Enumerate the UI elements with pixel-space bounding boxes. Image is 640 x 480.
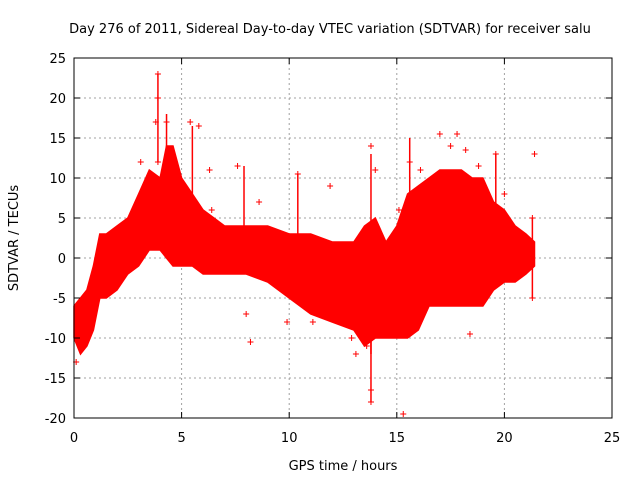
- data-point: [163, 119, 170, 125]
- x-tick-label: 0: [70, 431, 78, 446]
- data-point: [531, 151, 538, 157]
- data-point: [501, 191, 508, 197]
- data-point: [206, 167, 213, 173]
- y-tick-label: 0: [58, 252, 66, 267]
- data-point: [417, 167, 424, 173]
- data-point: [348, 335, 355, 341]
- data-point: [152, 119, 159, 125]
- data-point: [529, 215, 536, 221]
- data-point: [137, 159, 144, 165]
- data-point: [234, 163, 241, 169]
- data-point: [529, 295, 536, 301]
- y-tick-label: 10: [49, 172, 66, 187]
- data-point: [344, 319, 351, 325]
- data-point: [462, 147, 469, 153]
- y-tick-label: 20: [49, 92, 66, 107]
- plot-frame: [73, 57, 613, 419]
- x-tick-label: 20: [496, 431, 513, 446]
- data-point: [243, 311, 250, 317]
- y-tick-label: 5: [58, 212, 66, 227]
- data-point: [367, 399, 374, 405]
- y-tick-label: 25: [49, 52, 66, 67]
- data-point: [372, 167, 379, 173]
- y-tick-label: 15: [49, 132, 66, 147]
- data-point: [367, 387, 374, 393]
- data-point: [256, 199, 263, 205]
- data-point: [395, 207, 402, 213]
- data-point: [154, 71, 161, 77]
- sdtvar-band: [73, 145, 536, 356]
- data-point: [294, 171, 301, 177]
- data-point: [363, 343, 370, 349]
- data-band: [73, 145, 536, 356]
- y-tick-label: -15: [45, 372, 66, 387]
- y-tick-label: -20: [45, 412, 66, 427]
- x-tick-label: 15: [389, 431, 406, 446]
- data-point: [247, 339, 254, 345]
- data-point: [466, 331, 473, 337]
- data-point: [327, 183, 334, 189]
- y-tick-label: -5: [53, 292, 66, 307]
- x-tick-label: 25: [604, 431, 621, 446]
- data-point: [195, 123, 202, 129]
- data-point: [284, 319, 291, 325]
- data-point: [400, 411, 407, 417]
- x-tick-label: 5: [177, 431, 185, 446]
- data-point: [309, 319, 316, 325]
- data-point: [187, 119, 194, 125]
- data-point: [154, 95, 161, 101]
- data-point: [367, 143, 374, 149]
- y-tick-label: -10: [45, 332, 66, 347]
- x-axis-label: GPS time / hours: [289, 459, 398, 474]
- x-tick-label: 10: [281, 431, 298, 446]
- data-point: [436, 131, 443, 137]
- data-point: [454, 131, 461, 137]
- data-point: [154, 159, 161, 165]
- data-points: [73, 71, 538, 417]
- data-point: [208, 207, 215, 213]
- data-point: [352, 351, 359, 357]
- data-point: [475, 163, 482, 169]
- axis-ticks: 0 5 10 15 20 25 -20 -15 -10 -5 0 5 10 15 20 25: [45, 52, 621, 446]
- data-point: [492, 151, 499, 157]
- data-point: [406, 159, 413, 165]
- chart-title: Day 276 of 2011, Sidereal Day-to-day VTE…: [69, 22, 591, 37]
- data-point: [447, 143, 454, 149]
- y-axis-label: SDTVAR / TECUs: [7, 185, 22, 292]
